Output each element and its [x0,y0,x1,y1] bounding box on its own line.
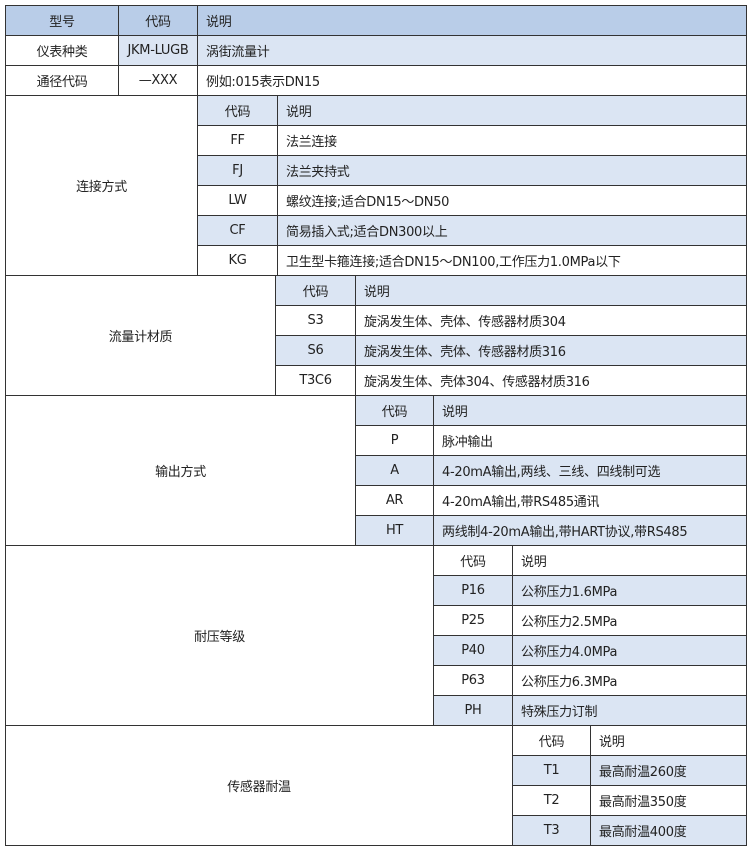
header-desc: 说明 [197,5,747,36]
option-desc: 公称压力6.3MPa [512,665,747,696]
sub-header-desc: 说明 [355,275,747,306]
option-code: P [355,425,434,456]
sub-header-code: 代码 [512,725,591,756]
option-code: P25 [433,605,513,636]
option-desc: 简易插入式;适合DN300以上 [277,215,747,246]
section-label: 输出方式 [5,395,356,546]
option-desc: 卫生型卡箍连接;适合DN15～DN100,工作压力1.0MPa以下 [277,245,747,276]
header-model: 型号 [5,5,119,36]
option-code: FJ [197,155,278,186]
row-label: 仪表种类 [5,35,119,66]
option-code: T1 [512,755,591,786]
option-desc: 法兰连接 [277,125,747,156]
option-desc: 法兰夹持式 [277,155,747,186]
option-desc: 公称压力4.0MPa [512,635,747,666]
sub-header-code: 代码 [433,545,513,576]
option-code: FF [197,125,278,156]
option-desc: 特殊压力订制 [512,695,747,726]
row-code: JKM-LUGB [118,35,198,66]
option-code: LW [197,185,278,216]
option-desc: 旋涡发生体、壳体、传感器材质316 [355,335,747,366]
section-label: 耐压等级 [5,545,434,726]
header-code: 代码 [118,5,198,36]
option-code: A [355,455,434,486]
option-desc: 旋涡发生体、壳体304、传感器材质316 [355,365,747,396]
option-desc: 螺纹连接;适合DN15～DN50 [277,185,747,216]
sub-header-desc: 说明 [277,95,747,126]
option-code: AR [355,485,434,516]
option-desc: 公称压力2.5MPa [512,605,747,636]
option-code: P40 [433,635,513,666]
option-desc: 最高耐温260度 [590,755,747,786]
sub-header-desc: 说明 [433,395,747,426]
section-label: 连接方式 [5,95,198,276]
sub-header-desc: 说明 [512,545,747,576]
option-desc: 两线制4-20mA输出,带HART协议,带RS485 [433,515,747,546]
option-desc: 公称压力1.6MPa [512,575,747,606]
option-code: HT [355,515,434,546]
option-code: S3 [275,305,356,336]
option-code: CF [197,215,278,246]
option-code: T3 [512,815,591,846]
row-label: 通径代码 [5,65,119,96]
option-code: KG [197,245,278,276]
section-label: 传感器耐温 [5,725,513,846]
option-desc: 旋涡发生体、壳体、传感器材质304 [355,305,747,336]
option-desc: 脉冲输出 [433,425,747,456]
option-code: P63 [433,665,513,696]
option-desc: 最高耐温350度 [590,785,747,816]
sub-header-code: 代码 [275,275,356,306]
row-desc: 例如:015表示DN15 [197,65,747,96]
option-desc: 4-20mA输出,两线、三线、四线制可选 [433,455,747,486]
option-desc: 最高耐温400度 [590,815,747,846]
option-code: PH [433,695,513,726]
sub-header-desc: 说明 [590,725,747,756]
option-code: T2 [512,785,591,816]
row-desc: 涡街流量计 [197,35,747,66]
option-code: S6 [275,335,356,366]
section-label: 流量计材质 [5,275,276,396]
option-code: T3C6 [275,365,356,396]
sub-header-code: 代码 [197,95,278,126]
option-code: P16 [433,575,513,606]
option-desc: 4-20mA输出,带RS485通讯 [433,485,747,516]
row-code: —XXX [118,65,198,96]
sub-header-code: 代码 [355,395,434,426]
